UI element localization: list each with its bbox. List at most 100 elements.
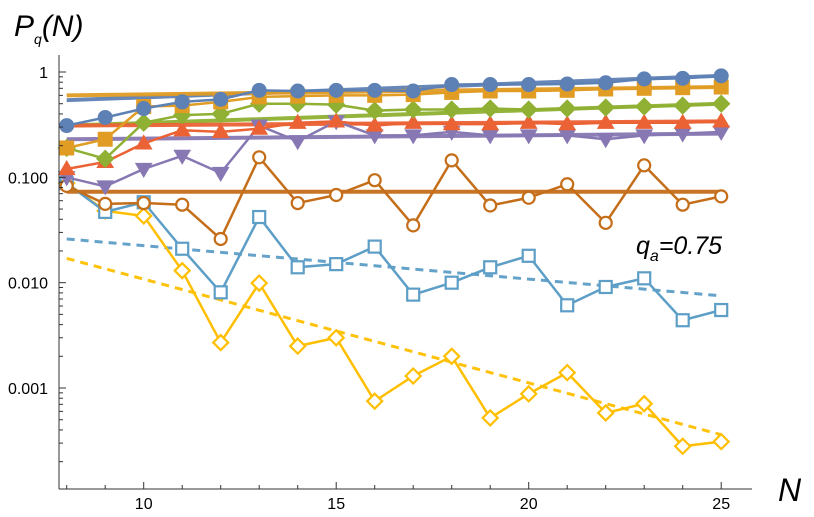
data-point: [557, 99, 577, 118]
data-point: [675, 70, 691, 86]
annotation-rest: =0.75: [659, 232, 722, 260]
data-point: [637, 271, 652, 286]
series-purple-filled-triangles-down: [57, 115, 731, 196]
data-point: [404, 129, 423, 145]
data-point: [442, 347, 461, 366]
x-tick-label: 15: [327, 496, 345, 513]
data-point: [95, 149, 115, 168]
series-blue-filled-circles: [59, 68, 729, 134]
data-point: [635, 129, 654, 145]
data-point: [596, 113, 615, 129]
data-point: [251, 82, 267, 98]
data-point: [367, 82, 383, 98]
data-point: [365, 101, 384, 120]
data-point: [483, 198, 498, 213]
data-point: [482, 77, 498, 93]
series-line: [66, 102, 722, 161]
data-point: [134, 134, 153, 150]
y-axis-title: Pq(N): [14, 10, 83, 47]
data-point: [481, 408, 500, 427]
data-point: [598, 279, 613, 295]
series-line: [66, 120, 722, 188]
data-series: [57, 68, 731, 456]
data-point: [519, 384, 538, 403]
data-point: [560, 298, 575, 313]
data-point: [97, 131, 113, 147]
data-point: [96, 180, 115, 196]
data-point: [173, 149, 192, 165]
data-point: [675, 313, 690, 328]
data-point: [560, 177, 575, 192]
data-point: [98, 196, 113, 211]
data-point: [596, 98, 615, 117]
data-point: [596, 133, 615, 149]
data-point: [675, 197, 690, 212]
data-point: [136, 195, 151, 211]
y-axis-title-sub: q: [34, 31, 42, 47]
data-point: [290, 260, 305, 275]
data-point: [290, 83, 306, 99]
data-point: [252, 209, 267, 225]
data-point: [59, 140, 75, 156]
data-point: [211, 333, 230, 352]
x-tick-label: 20: [520, 496, 538, 513]
data-point: [288, 113, 307, 129]
data-point: [403, 100, 423, 119]
data-point: [406, 218, 421, 233]
data-point: [480, 99, 500, 118]
data-point: [365, 116, 384, 132]
data-point: [404, 366, 423, 386]
data-point: [521, 248, 536, 263]
data-point: [519, 129, 538, 145]
y-axis-title-rest: (N): [42, 10, 84, 43]
data-point: [250, 274, 269, 293]
data-point: [174, 94, 190, 110]
data-point: [673, 113, 692, 129]
data-point: [288, 337, 307, 356]
x-tick-label: 25: [712, 496, 730, 513]
data-point: [173, 261, 192, 280]
data-point: [636, 71, 652, 87]
data-point: [406, 287, 421, 302]
data-point: [673, 437, 692, 456]
data-point: [714, 189, 729, 204]
data-point: [329, 257, 344, 272]
data-point: [442, 115, 461, 131]
data-point: [558, 363, 577, 382]
data-point: [596, 403, 615, 422]
data-point: [444, 153, 459, 168]
data-point: [519, 113, 538, 129]
series-yellow-open-diamonds: [57, 174, 731, 456]
tick-marks: [59, 71, 722, 489]
data-point: [57, 160, 76, 176]
data-point: [252, 150, 267, 165]
data-point: [712, 432, 731, 451]
series-brown-open-circles: [59, 150, 729, 247]
data-point: [328, 82, 344, 98]
data-point: [327, 328, 346, 347]
data-point: [405, 83, 421, 99]
data-point: [329, 187, 344, 203]
data-point: [714, 302, 729, 318]
data-point: [213, 231, 228, 247]
fit-line-yellow-open-diamonds: [66, 256, 722, 437]
data-point: [558, 115, 577, 131]
y-axis-title-main: P: [14, 10, 34, 43]
y-tick-label: 0.100: [8, 170, 48, 187]
tick-labels: 10 15 20 25 1 0.100 0.010 0.001: [8, 65, 730, 513]
x-tick-label: 10: [135, 496, 153, 513]
data-point: [444, 275, 459, 290]
data-point: [521, 190, 536, 205]
data-point: [175, 241, 190, 256]
data-point: [173, 121, 192, 137]
data-point: [211, 122, 230, 138]
data-point: [367, 173, 382, 188]
data-point: [598, 75, 614, 91]
y-tick-label: 0.001: [8, 381, 48, 398]
data-point: [288, 135, 307, 151]
data-point: [213, 285, 228, 300]
data-point: [404, 113, 423, 129]
data-point: [211, 104, 230, 124]
data-point: [521, 77, 537, 93]
